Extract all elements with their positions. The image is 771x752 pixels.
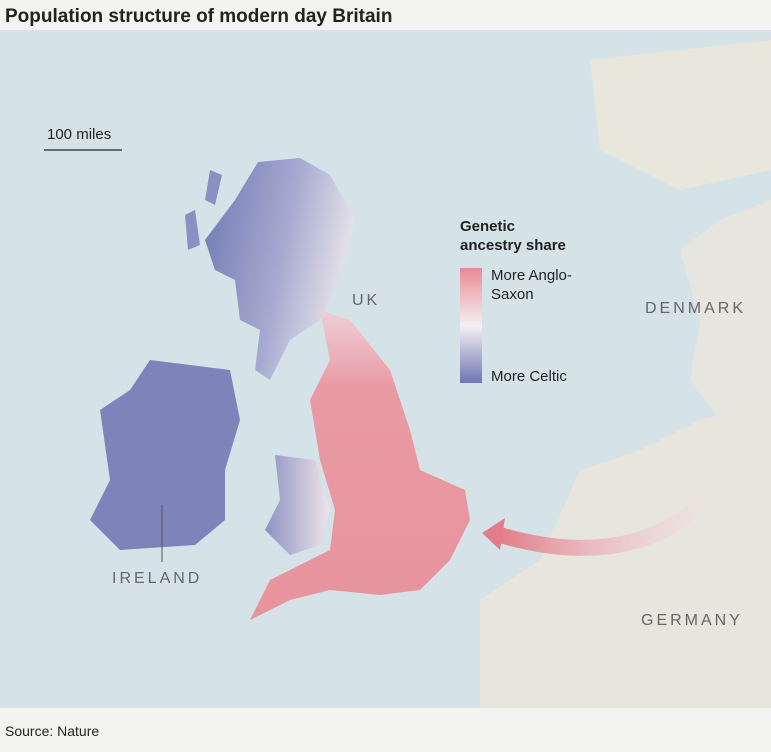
scale-label: 100 miles <box>47 126 112 143</box>
denmark-land <box>680 200 771 420</box>
legend-low: More Celtic <box>491 368 567 385</box>
title: Population structure of modern day Brita… <box>5 6 393 27</box>
england-land <box>250 310 470 620</box>
legend-high: More Anglo-Saxon <box>491 267 572 303</box>
scotland-land <box>205 158 355 380</box>
scandinavia <box>590 40 771 190</box>
arrow-head <box>482 518 505 550</box>
islands <box>185 170 222 250</box>
legend-gradient <box>460 268 482 383</box>
continent <box>480 400 771 752</box>
legend-title: Genetic ancestry share <box>460 218 566 254</box>
ireland-land <box>90 360 240 550</box>
migration-arrow <box>497 503 700 556</box>
place-label: GERMANY <box>641 612 743 629</box>
wales-land <box>265 455 330 555</box>
place-label: IRELAND <box>112 570 203 587</box>
footer-band <box>0 708 771 752</box>
place-label: DENMARK <box>645 300 747 317</box>
place-label: UK <box>352 292 381 309</box>
source: Source: Nature <box>5 723 100 739</box>
